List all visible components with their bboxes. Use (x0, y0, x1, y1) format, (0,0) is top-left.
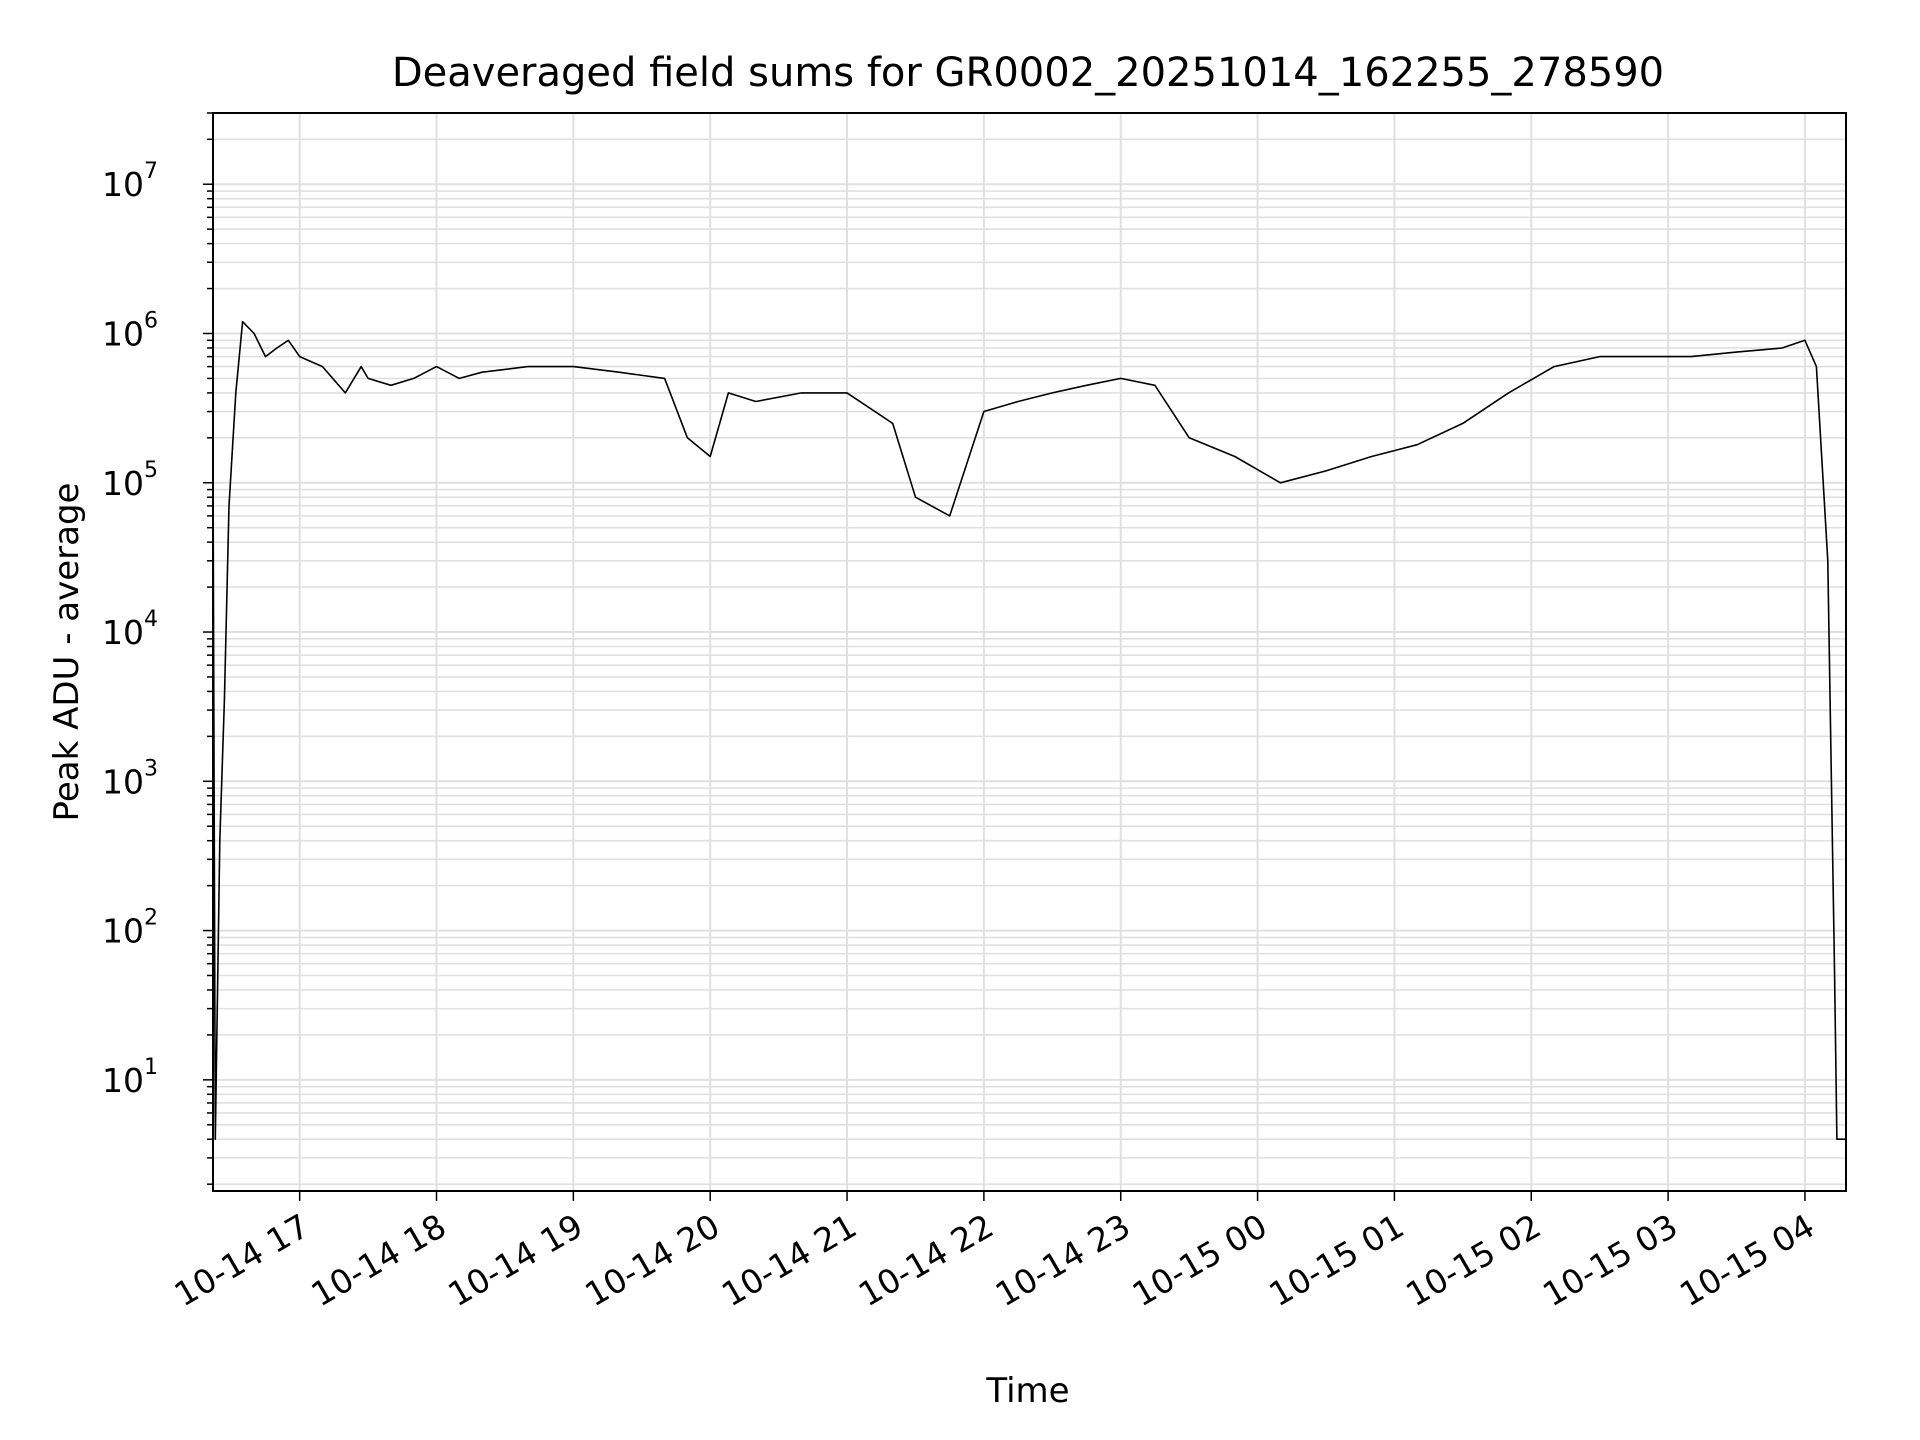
y-tick-label: 103 (102, 756, 158, 801)
y-tick-base: 10 (102, 762, 144, 801)
y-tick-base: 10 (102, 613, 144, 652)
grid (213, 112, 1846, 1191)
y-tick-base: 10 (102, 912, 144, 951)
y-tick-label: 101 (102, 1055, 158, 1100)
y-tick-exp: 7 (144, 159, 158, 184)
y-tick-exp: 3 (144, 756, 158, 781)
plot-area (212, 320, 1846, 1140)
y-tick-base: 10 (102, 165, 144, 204)
x-axis-label: Time (985, 1371, 1069, 1411)
y-tick-label: 106 (102, 308, 158, 353)
axes-frame (212, 112, 1847, 1192)
y-axis-label: Peak ADU - average (47, 483, 87, 822)
y-tick-label: 104 (102, 607, 158, 652)
y-tick-exp: 4 (144, 607, 158, 632)
y-tick-base: 10 (102, 314, 144, 353)
y-tick-label: 105 (102, 458, 158, 503)
y-tick-base: 10 (102, 1061, 144, 1100)
y-tick-exp: 2 (144, 906, 158, 931)
y-tick-exp: 5 (144, 458, 158, 483)
chart-title: Deaveraged field sums for GR0002_2025101… (392, 50, 1664, 96)
y-tick-label: 107 (102, 159, 158, 204)
y-tick-exp: 6 (144, 308, 158, 333)
data-series-line (212, 320, 1846, 1140)
y-tick-label: 102 (102, 906, 158, 951)
y-tick-base: 10 (102, 464, 144, 503)
y-tick-exp: 1 (144, 1055, 158, 1080)
